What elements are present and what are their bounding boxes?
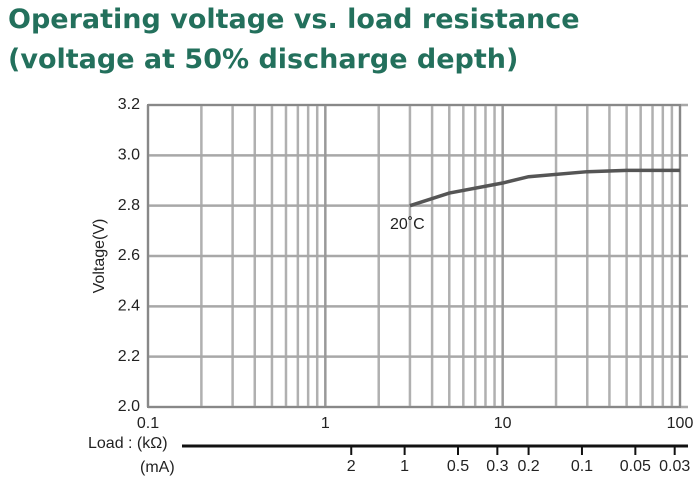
x2-tick-label: 0.03 bbox=[659, 458, 690, 475]
x-tick-label: 100 bbox=[667, 415, 694, 432]
x-tick-label: 1 bbox=[321, 415, 330, 432]
chart-subtitle: (voltage at 50% discharge depth) bbox=[8, 44, 519, 75]
x2-tick-label: 0.2 bbox=[517, 458, 539, 475]
chart-title: Operating voltage vs. load resistance bbox=[8, 4, 580, 35]
series-label: 20˚C bbox=[390, 216, 425, 233]
x-tick-label: 0.1 bbox=[137, 415, 159, 432]
y-tick-label: 2.6 bbox=[118, 247, 140, 264]
x-axis-label: Load : (kΩ) bbox=[88, 435, 168, 452]
x2-tick-label: 0.1 bbox=[571, 458, 593, 475]
x2-tick-label: 0.3 bbox=[486, 458, 508, 475]
x2-tick-label: 1 bbox=[400, 458, 409, 475]
y-tick-label: 2.4 bbox=[118, 298, 140, 315]
y-tick-label: 3.0 bbox=[118, 147, 140, 164]
x2-tick-label: 0.05 bbox=[620, 458, 651, 475]
y-tick-label: 2.0 bbox=[118, 398, 140, 415]
x2-axis-label: (mA) bbox=[140, 459, 175, 476]
y-tick-label: 2.2 bbox=[118, 348, 140, 365]
line bbox=[409, 168, 680, 208]
plot-frame bbox=[147, 104, 681, 408]
y-axis-label: Voltage(V) bbox=[91, 219, 108, 294]
x2-tick-label: 0.5 bbox=[447, 458, 469, 475]
x2-tick-label: 2 bbox=[347, 458, 356, 475]
y-tick-label: 3.2 bbox=[118, 96, 140, 113]
x-tick-label: 10 bbox=[494, 415, 512, 432]
y-tick-label: 2.8 bbox=[118, 197, 140, 214]
